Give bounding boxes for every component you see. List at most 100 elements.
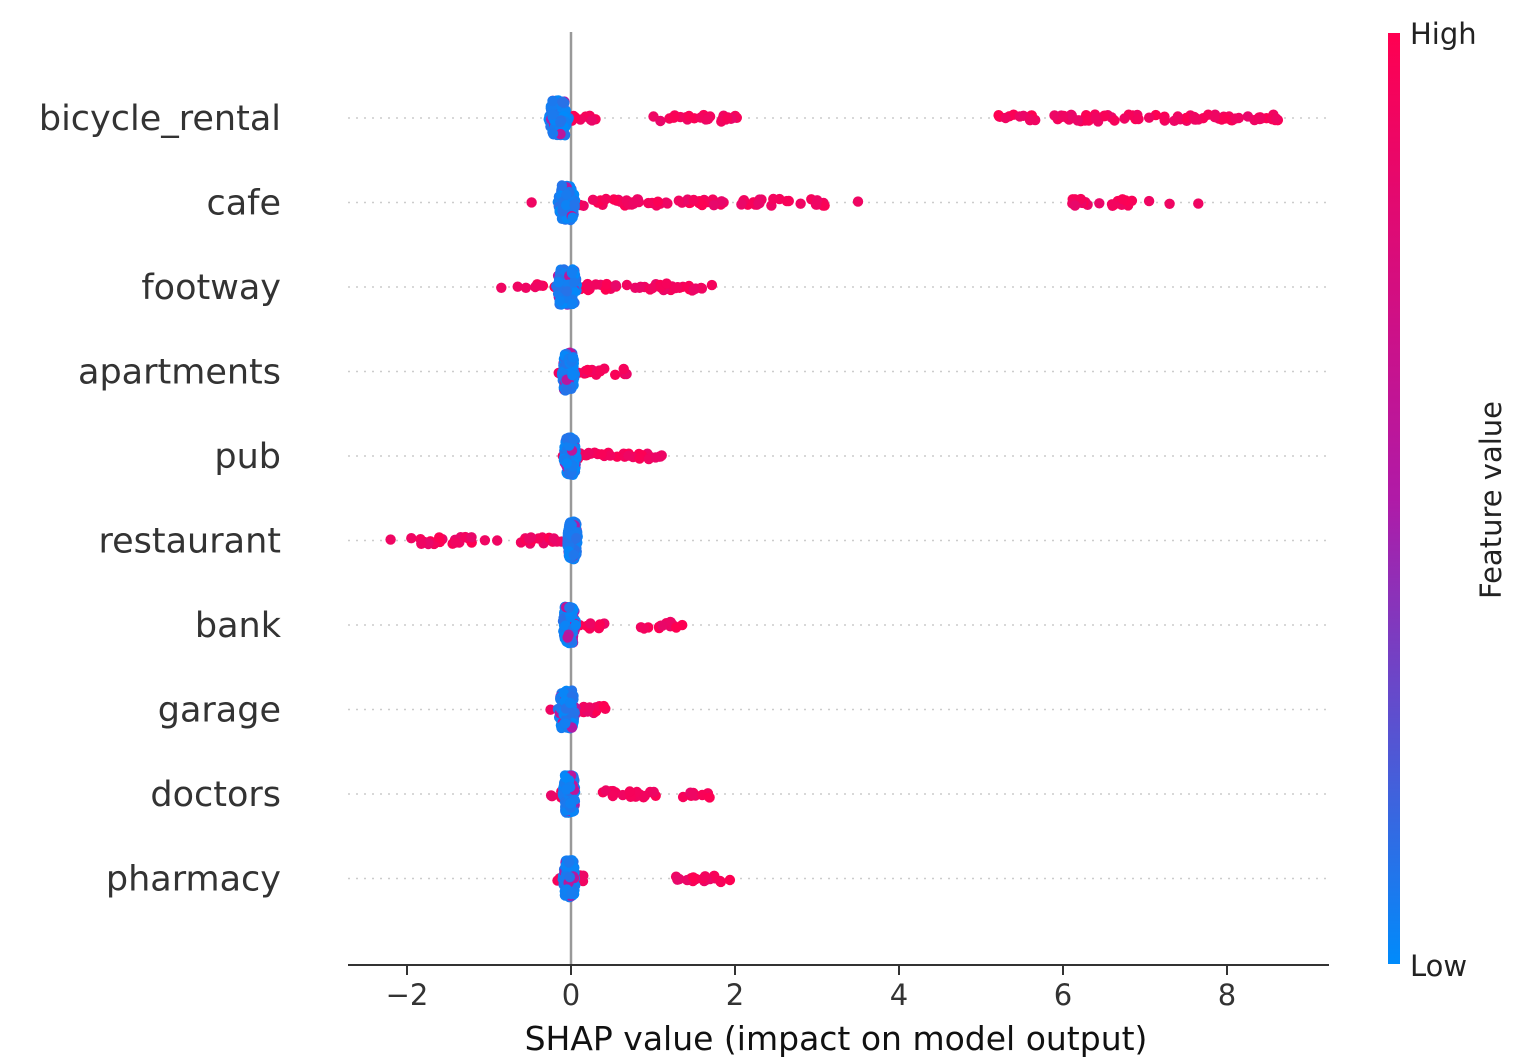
point-footway-low [569, 286, 580, 297]
point-footway-low [553, 277, 564, 288]
point-footway-high [647, 282, 658, 294]
point-cafe-high [810, 199, 822, 210]
point-pharmacy-high [674, 873, 685, 885]
point-pub-high [650, 452, 661, 463]
point-bicycle-rental-high [668, 112, 680, 123]
point-garage-low [558, 687, 569, 699]
row-guide-lines [348, 117, 1329, 880]
point-footway-high [601, 278, 612, 290]
point-restaurant-high [434, 532, 445, 543]
colorbar-title: Feature value [1474, 401, 1508, 599]
point-bicycle-rental-low [555, 117, 566, 128]
point-cafe-high [1117, 194, 1128, 205]
point-cafe-high [660, 197, 672, 208]
point-footway-high [582, 280, 593, 291]
point-garage-high [598, 700, 609, 712]
point-pub-high [623, 450, 634, 461]
point-bicycle-rental-outlier [1119, 113, 1130, 124]
point-bicycle-rental-outlier [1254, 113, 1266, 125]
point-cafe-high [736, 199, 747, 210]
point-bicycle-rental-outlier [1271, 113, 1282, 124]
point-footway-low [566, 268, 578, 279]
point-bicycle-rental-high [1109, 115, 1120, 126]
point-bicycle-rental-high [1099, 110, 1111, 122]
point-doctors-high [639, 790, 650, 802]
point-pub-high [634, 453, 645, 464]
point-footway-high [688, 284, 699, 295]
point-cafe-high [587, 194, 599, 205]
point-bicycle-rental-outlier [1143, 112, 1155, 123]
point-bicycle-rental-low [547, 95, 558, 107]
point-bank-high [635, 622, 647, 633]
point-bicycle-rental-high [1159, 113, 1170, 124]
point-bicycle-rental-outlier [1172, 111, 1184, 122]
point-pub-high [583, 447, 594, 459]
point-pharmacy-high [714, 875, 726, 887]
point-apartments-high [595, 366, 606, 377]
point-pharmacy-high [578, 870, 589, 881]
feature-label-doctors: doctors [150, 775, 281, 815]
point-bank-low [562, 632, 573, 643]
point-pharmacy-high [724, 874, 736, 886]
point-apartments-high [610, 369, 621, 380]
point-bicycle-rental-outlier [1000, 112, 1011, 124]
point-footway-low [568, 277, 580, 288]
point-bicycle-rental-high [655, 115, 666, 127]
point-bicycle-rental-outlier [1057, 111, 1069, 122]
point-bicycle-rental-high [1133, 113, 1144, 125]
point-restaurant-high [450, 537, 461, 548]
colorbar-high-label: High [1410, 17, 1477, 51]
point-bank-low [570, 619, 581, 631]
point-cafe-high [1069, 200, 1081, 211]
point-garage-high [584, 702, 595, 713]
point-doctors-high [704, 792, 715, 803]
point-doctors-low [565, 798, 576, 809]
point-restaurant-high [416, 538, 427, 549]
feature-label-garage: garage [158, 691, 281, 731]
point-garage-low [564, 697, 576, 709]
point-pharmacy-high [688, 872, 699, 883]
x-tick-label: 8 [1218, 978, 1236, 1012]
x-tick-label: −2 [386, 978, 429, 1012]
point-footway-outlier [512, 281, 523, 292]
point-footway-high [661, 278, 672, 289]
point-footway-high [530, 281, 541, 293]
point-restaurant-outlier [385, 534, 396, 545]
point-doctors-low [561, 784, 572, 795]
point-doctors-high [648, 786, 659, 798]
point-apartments-low [567, 352, 579, 363]
point-restaurant-outlier [479, 535, 491, 546]
x-tick-label: 4 [890, 978, 908, 1012]
point-cafe-outlier [852, 196, 864, 207]
point-cafe-high [1106, 199, 1118, 210]
point-restaurant-low [571, 533, 582, 544]
point-footway-low [567, 298, 578, 310]
feature-label-cafe: cafe [206, 184, 281, 224]
point-bicycle-rental-high [702, 113, 714, 125]
point-footway-high [634, 282, 645, 293]
point-footway-high [706, 279, 718, 291]
point-cafe-high [716, 196, 727, 207]
point-bank-high [657, 620, 668, 631]
point-footway-low [561, 286, 573, 297]
point-bicycle-rental-outlier [1090, 113, 1102, 124]
x-tick-label: 2 [726, 978, 744, 1012]
point-cafe-low [567, 212, 578, 223]
feature-label-apartments: apartments [78, 353, 281, 393]
point-cafe-low [569, 199, 580, 211]
point-cafe-high [688, 194, 699, 206]
point-footway-high [590, 279, 601, 290]
point-doctors-high [607, 790, 618, 802]
point-footway-high [621, 279, 633, 291]
point-bicycle-rental-low [555, 128, 566, 140]
point-pub-high [596, 449, 607, 460]
point-pharmacy-low [566, 888, 577, 900]
point-doctors-low [560, 772, 571, 783]
x-tick-label: 0 [562, 978, 580, 1012]
point-restaurant-high [466, 532, 477, 543]
point-cafe-outlier [526, 197, 537, 208]
point-bicycle-rental-high [1072, 115, 1083, 126]
point-pub-high [605, 450, 616, 461]
colorbar-low-label: Low [1410, 949, 1467, 983]
